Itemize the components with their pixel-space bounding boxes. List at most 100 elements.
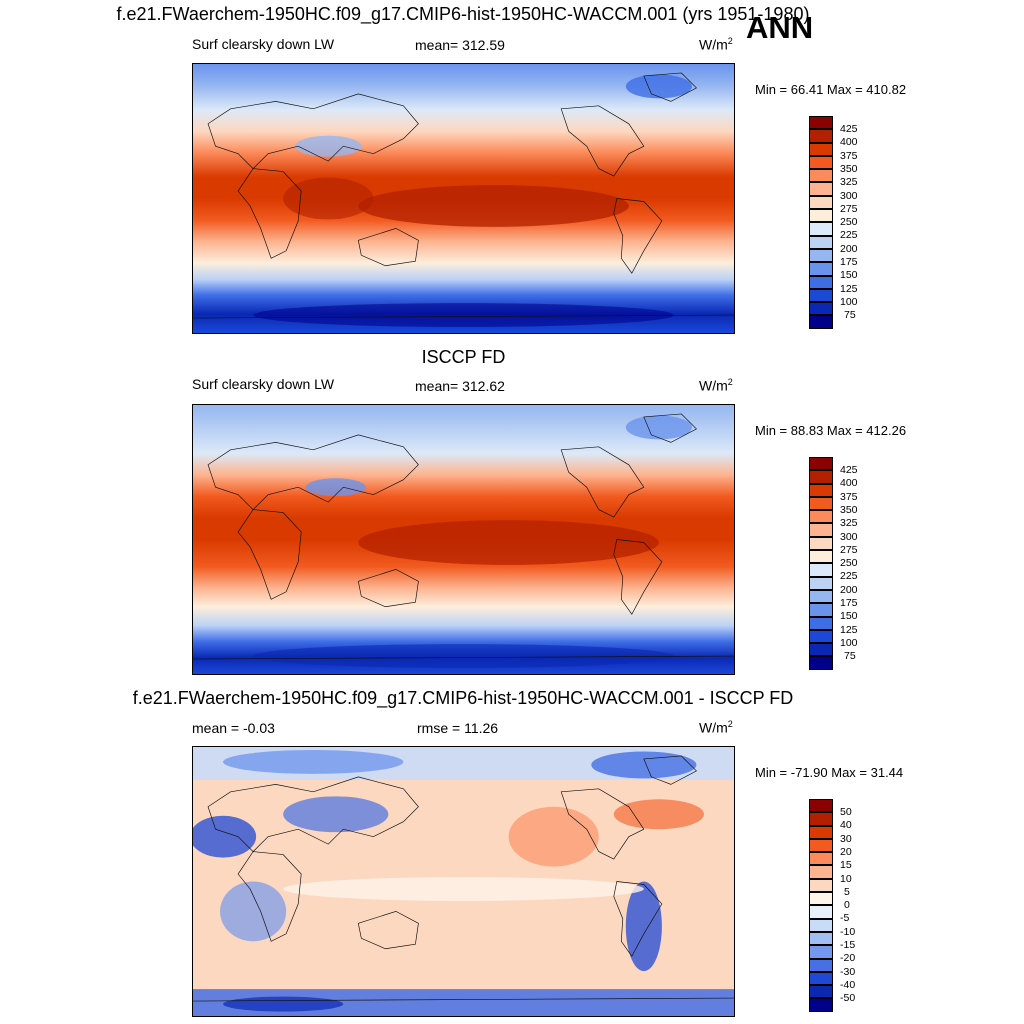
panel1-minmax: Min = 66.41 Max = 410.82 [755, 82, 907, 97]
panel3-atlantic-max [613, 799, 704, 830]
panel3-arctic-min [223, 749, 404, 774]
panel3-colorbar-cell [809, 812, 833, 826]
panel1-tick-label: 300 [840, 189, 858, 202]
panel2-tick-label: 250 [840, 557, 858, 570]
panel3-pacific-max [508, 806, 599, 867]
panel2-antarctic-min [253, 644, 674, 669]
panel1-tick-label: 200 [840, 242, 858, 255]
panel1-colorbar-cell [809, 209, 833, 223]
panel2-coastlines [193, 413, 734, 660]
panel2-minmax: Min = 88.83 Max = 412.26 [755, 423, 907, 438]
panel3-sahara-min [193, 815, 257, 858]
panel2-tick-label: 300 [840, 530, 858, 543]
panel2-colorbar-cell [809, 603, 833, 617]
panel3-colorbar-cell [809, 825, 833, 839]
panel1-colorbar-cell [809, 116, 833, 130]
panel3-map [192, 746, 735, 1017]
panel1-coastlines [193, 72, 734, 319]
panel3-tick-label: -15 [840, 939, 856, 951]
panel2-colorbar-cell [809, 563, 833, 577]
panel1-colorbar-cell [809, 288, 833, 303]
panel2-colorbar-cell [809, 483, 833, 497]
panel3-tick-label: -30 [840, 965, 856, 978]
panel1-tick-label: 175 [840, 256, 858, 268]
panel2-colorbar-cell [809, 629, 833, 644]
panel1-warm-pool [358, 185, 629, 227]
panel3-colorbar-cell [809, 918, 833, 932]
panel1-colorbar-cell [809, 129, 833, 143]
panel3-tick-label: -40 [840, 978, 856, 991]
panel3-andes-min [625, 881, 662, 972]
panel1-tick-label: 225 [840, 229, 858, 242]
panel1-greenland-min [625, 74, 692, 99]
panel1-tick-label: 375 [840, 149, 858, 162]
panel3-rmse: rmse = 11.26 [417, 720, 499, 736]
panel3-tick-label: -10 [840, 925, 856, 938]
panel3-title: f.e21.FWaerchem-1950HC.f09_g17.CMIP6-his… [132, 688, 794, 708]
panel2-colorbar-cell [809, 643, 833, 657]
panel2-colorbar-cell [809, 616, 833, 630]
panel1-africa-max [283, 177, 374, 220]
panel1-colorbar-cell [809, 182, 833, 196]
panel1-tibet-min [295, 135, 362, 157]
panel3-colorbar [809, 799, 833, 1012]
panel2-colorbar [809, 457, 833, 670]
panel1-colorbar [809, 116, 833, 329]
panel1-colorbar-cell [809, 302, 833, 316]
panel2-colorbar-cell [809, 496, 833, 511]
panel1-map-svg [193, 64, 734, 333]
panel2-tibet-min [305, 478, 366, 497]
panel1-colorbar-cell [809, 222, 833, 236]
panel3-colorbar-cell [809, 958, 833, 972]
panel2-tick-label: 125 [840, 623, 858, 636]
panel2-colorbar-cell [809, 510, 833, 524]
panel3-tick-label: 30 [840, 832, 852, 845]
panel1-colorbar-cell [809, 262, 833, 276]
panel1-mean: mean= 312.59 [415, 37, 505, 53]
panel2-variable: Surf clearsky down LW [192, 376, 335, 392]
panel2-tick-label: 175 [840, 597, 858, 609]
panel2-tick-label: 350 [840, 503, 858, 516]
season-label: ANN [746, 10, 814, 45]
panel2-tick-label: 400 [840, 477, 858, 490]
panel1-variable: Surf clearsky down LW [192, 36, 335, 52]
panel2-tick-label: 425 [840, 464, 858, 476]
panel2-tick-label: 325 [840, 517, 858, 530]
panel1-colorbar-cell [809, 155, 833, 170]
panel3-tick-label: 50 [840, 806, 852, 818]
panel2-colorbar-cell [809, 589, 833, 604]
panel3-tick-label: -5 [840, 912, 850, 925]
panel3-colorbar-cell [809, 945, 833, 959]
panel3-tick-label: -20 [840, 952, 856, 965]
panel2-map-svg [193, 405, 734, 674]
panel1-colorbar-cell [809, 142, 833, 156]
panel3-colorbar-cell [809, 985, 833, 999]
panel3-equatorial-band [283, 877, 644, 901]
panel1-colorbar-cell [809, 235, 833, 249]
panel3-colorbar-cell [809, 998, 833, 1012]
panel2-title: ISCCP FD [421, 347, 506, 367]
panel3-map-svg [193, 747, 734, 1016]
panel3-mean: mean = -0.03 [192, 720, 275, 736]
panel2-greenland-min [625, 415, 692, 440]
panel1-tick-label: 425 [840, 123, 858, 135]
panel2-tick-label: 375 [840, 490, 858, 503]
panel3-colorbar-cell [809, 799, 833, 813]
panel3-minmax: Min = -71.90 Max = 31.44 [755, 765, 904, 780]
panel1-tick-label: 400 [840, 136, 858, 149]
panel2-tick-label: 100 [840, 636, 858, 649]
panel1-tick-label: 100 [840, 295, 858, 308]
panel1-colorbar-cell [809, 248, 833, 263]
panel1-tick-label: 125 [840, 282, 858, 295]
panel3-africa-min [220, 881, 287, 942]
panel1-colorbar-cell [809, 195, 833, 210]
panel1-tick-label: 350 [840, 162, 858, 175]
panel1-antarctic-min [253, 303, 674, 328]
panel1-tick-label: 325 [840, 176, 858, 189]
panel1-colorbar-cell [809, 169, 833, 183]
panel1-tick-label: 75 [844, 309, 856, 322]
panel3-greenland-min [591, 751, 697, 779]
panel3-tick-label: 0 [844, 899, 850, 912]
panel3-colorbar-cell [809, 905, 833, 919]
panel2-warm-pool [358, 520, 659, 565]
